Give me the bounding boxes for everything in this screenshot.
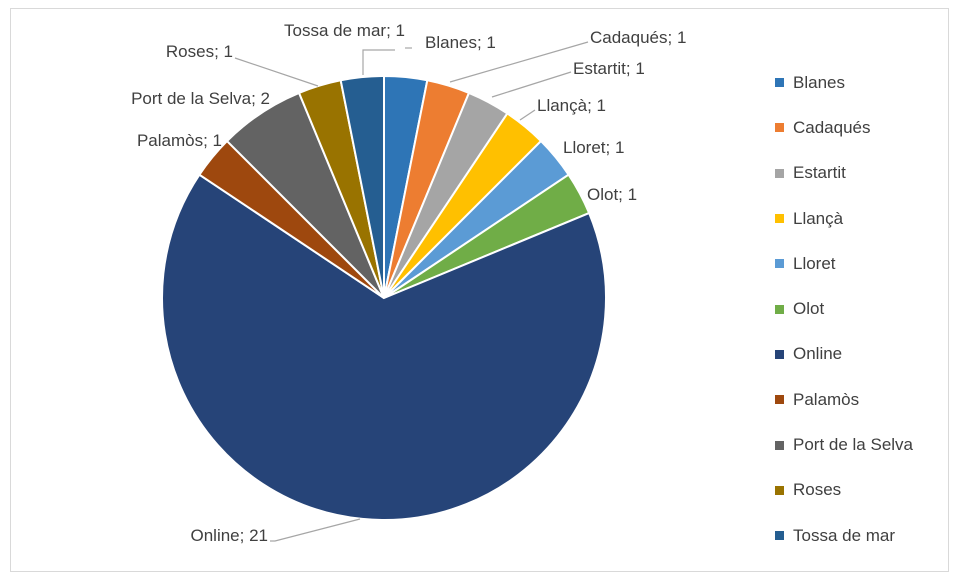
legend-item: Palamòs — [775, 377, 955, 422]
data-labels: Blanes; 1 Cadaqués; 1 Estartit; 1 Llançà; 1… — [131, 21, 686, 545]
legend-swatch — [775, 440, 784, 450]
legend-label: Lloret — [793, 253, 836, 273]
data-label: Roses; 1 — [166, 42, 233, 61]
legend: Blanes Cadaqués Estartit Llançà Lloret Olot On… — [775, 60, 955, 558]
legend-swatch — [775, 304, 784, 314]
legend-item: Tossa de mar — [775, 513, 955, 558]
legend-swatch — [775, 531, 784, 541]
data-label: Lloret; 1 — [563, 138, 624, 157]
legend-label: Blanes — [793, 72, 845, 92]
legend-item: Estartit — [775, 151, 955, 196]
data-label: Blanes; 1 — [425, 33, 496, 52]
data-label: Cadaqués; 1 — [590, 28, 686, 47]
legend-label: Olot — [793, 299, 825, 319]
leader-line — [234, 57, 319, 87]
legend-item: Online — [775, 332, 955, 377]
legend-item: Lloret — [775, 241, 955, 286]
legend-label: Cadaqués — [793, 117, 871, 137]
legend-item: Port de la Selva — [775, 422, 955, 467]
leader-lines — [234, 41, 589, 542]
leader-line — [270, 518, 361, 542]
legend-swatch — [775, 168, 784, 178]
legend-label: Llançà — [793, 208, 844, 228]
data-label: Palamòs; 1 — [137, 131, 222, 150]
pie-slices — [161, 74, 607, 521]
data-label: Estartit; 1 — [573, 59, 645, 78]
legend-label: Palamòs — [793, 389, 860, 409]
legend-swatch — [775, 214, 784, 224]
leader-line — [362, 49, 395, 75]
legend-label: Port de la Selva — [793, 435, 914, 455]
data-label: Online; 21 — [191, 526, 269, 545]
legend-label: Online — [793, 344, 843, 364]
data-label: Olot; 1 — [587, 185, 637, 204]
legend-label: Estartit — [793, 163, 846, 183]
legend-item: Cadaqués — [775, 105, 955, 150]
leader-line — [449, 41, 589, 83]
pie-slice-online — [161, 173, 607, 521]
legend-item: Llançà — [775, 196, 955, 241]
legend-label: Roses — [793, 480, 842, 500]
data-label: Tossa de mar; 1 — [284, 21, 405, 40]
pie-slice-tossa-de-mar — [339, 74, 385, 299]
legend-item: Roses — [775, 468, 955, 513]
legend-swatch — [775, 123, 784, 133]
legend-swatch — [775, 395, 784, 405]
legend-swatch — [775, 485, 784, 495]
leader-line — [519, 109, 536, 121]
legend-item: Blanes — [775, 60, 955, 105]
data-label: Llançà; 1 — [537, 96, 606, 115]
legend-label: Tossa de mar — [793, 525, 896, 545]
leader-line — [491, 71, 572, 98]
legend-swatch — [775, 349, 784, 359]
legend-swatch — [775, 259, 784, 269]
legend-swatch — [775, 78, 784, 88]
legend-item: Olot — [775, 286, 955, 331]
data-label: Port de la Selva; 2 — [131, 89, 270, 108]
